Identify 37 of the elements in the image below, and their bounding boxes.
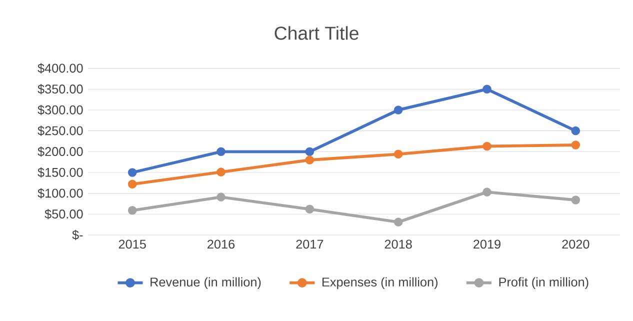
point	[128, 180, 137, 189]
point	[128, 168, 137, 177]
point	[571, 126, 580, 136]
legend-label: Profit (in million)	[499, 277, 588, 290]
y-tick-label: $400.00	[38, 63, 83, 74]
point	[305, 156, 314, 164]
legend-label: Revenue (in million)	[150, 277, 261, 290]
chart-title: Chart Title	[274, 26, 358, 40]
point	[394, 218, 403, 226]
point	[128, 206, 137, 215]
y-tick-label: $250.00	[38, 126, 83, 136]
x-tick-label: 2019	[474, 240, 500, 249]
point	[216, 147, 226, 156]
y-tick-label: $350.00	[38, 84, 83, 94]
x-tick-label: 2016	[208, 240, 235, 249]
point	[216, 192, 226, 202]
point	[482, 84, 492, 94]
y-tick-label: $-	[72, 230, 83, 240]
x-tick-label: 2017	[296, 240, 324, 249]
point	[394, 106, 403, 114]
point	[305, 204, 314, 214]
point	[305, 147, 314, 156]
point	[571, 140, 580, 150]
y-tick-label: $50.00	[44, 209, 83, 220]
y-tick-label: $100.00	[38, 188, 83, 198]
point	[216, 168, 226, 176]
point	[482, 142, 492, 151]
y-tick-label: $300.00	[38, 104, 83, 116]
y-tick-label: $200.00	[38, 146, 83, 157]
x-tick-label: 2015	[118, 240, 146, 249]
point	[482, 188, 492, 196]
y-tick-label: $150.00	[38, 167, 83, 178]
x-tick-label: 2018	[384, 240, 412, 249]
legend-label: Expenses (in million)	[322, 277, 438, 290]
point	[394, 150, 403, 159]
x-tick-label: 2020	[562, 240, 590, 249]
point	[571, 196, 580, 204]
